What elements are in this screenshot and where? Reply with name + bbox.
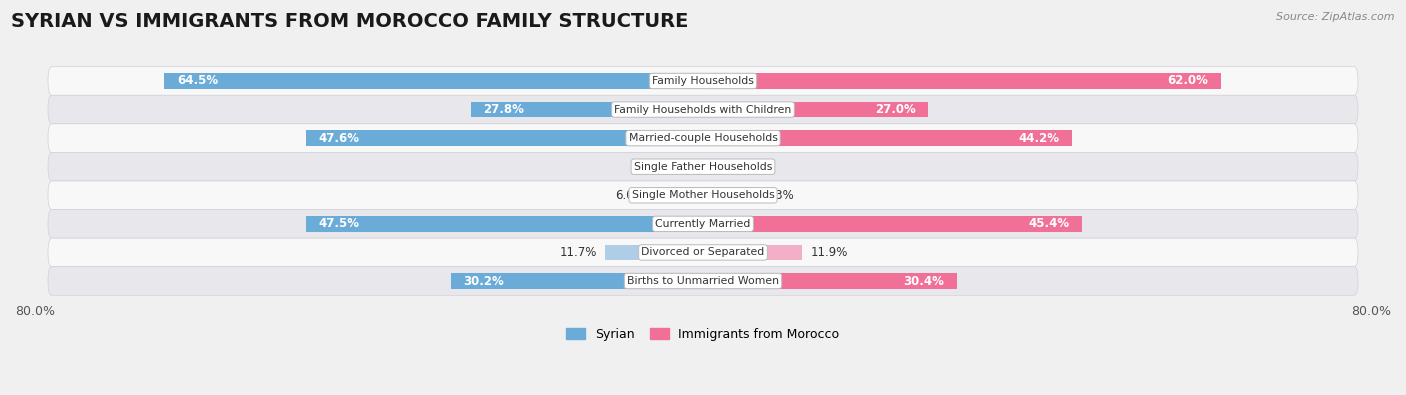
Bar bbox=[703, 216, 1083, 232]
Text: 30.4%: 30.4% bbox=[904, 275, 945, 288]
Bar bbox=[703, 159, 721, 175]
Bar bbox=[703, 73, 1220, 89]
Text: Family Households with Children: Family Households with Children bbox=[614, 105, 792, 115]
Text: SYRIAN VS IMMIGRANTS FROM MOROCCO FAMILY STRUCTURE: SYRIAN VS IMMIGRANTS FROM MOROCCO FAMILY… bbox=[11, 12, 689, 31]
FancyBboxPatch shape bbox=[48, 210, 1358, 238]
Text: Married-couple Households: Married-couple Households bbox=[628, 133, 778, 143]
Bar bbox=[685, 159, 703, 175]
FancyBboxPatch shape bbox=[48, 95, 1358, 124]
Bar bbox=[165, 73, 703, 89]
FancyBboxPatch shape bbox=[48, 152, 1358, 181]
Bar bbox=[451, 273, 703, 289]
Text: 2.2%: 2.2% bbox=[730, 160, 759, 173]
Text: 6.3%: 6.3% bbox=[763, 189, 794, 202]
Text: 30.2%: 30.2% bbox=[464, 275, 505, 288]
Text: 11.9%: 11.9% bbox=[811, 246, 848, 259]
Legend: Syrian, Immigrants from Morocco: Syrian, Immigrants from Morocco bbox=[561, 323, 845, 346]
Bar bbox=[703, 102, 928, 117]
Text: 47.5%: 47.5% bbox=[319, 217, 360, 230]
Text: Single Mother Households: Single Mother Households bbox=[631, 190, 775, 200]
FancyBboxPatch shape bbox=[48, 267, 1358, 295]
Text: 11.7%: 11.7% bbox=[560, 246, 598, 259]
Bar bbox=[703, 245, 803, 260]
Text: 27.8%: 27.8% bbox=[484, 103, 524, 116]
Text: 2.2%: 2.2% bbox=[647, 160, 676, 173]
Text: 47.6%: 47.6% bbox=[318, 132, 359, 145]
Bar bbox=[305, 130, 703, 146]
Text: 27.0%: 27.0% bbox=[875, 103, 915, 116]
FancyBboxPatch shape bbox=[48, 67, 1358, 95]
Text: Family Households: Family Households bbox=[652, 76, 754, 86]
Text: 44.2%: 44.2% bbox=[1018, 132, 1060, 145]
Text: 62.0%: 62.0% bbox=[1167, 75, 1208, 87]
Bar bbox=[703, 130, 1071, 146]
Text: 64.5%: 64.5% bbox=[177, 75, 218, 87]
Bar bbox=[703, 273, 957, 289]
Bar bbox=[307, 216, 703, 232]
Text: Currently Married: Currently Married bbox=[655, 219, 751, 229]
FancyBboxPatch shape bbox=[48, 181, 1358, 210]
Text: Single Father Households: Single Father Households bbox=[634, 162, 772, 172]
Text: 6.0%: 6.0% bbox=[614, 189, 644, 202]
Text: Divorced or Separated: Divorced or Separated bbox=[641, 247, 765, 258]
FancyBboxPatch shape bbox=[48, 238, 1358, 267]
Bar bbox=[652, 187, 703, 203]
Bar bbox=[703, 187, 755, 203]
Text: 45.4%: 45.4% bbox=[1028, 217, 1070, 230]
FancyBboxPatch shape bbox=[48, 124, 1358, 152]
Bar bbox=[471, 102, 703, 117]
Text: Source: ZipAtlas.com: Source: ZipAtlas.com bbox=[1277, 12, 1395, 22]
Bar bbox=[606, 245, 703, 260]
Text: Births to Unmarried Women: Births to Unmarried Women bbox=[627, 276, 779, 286]
